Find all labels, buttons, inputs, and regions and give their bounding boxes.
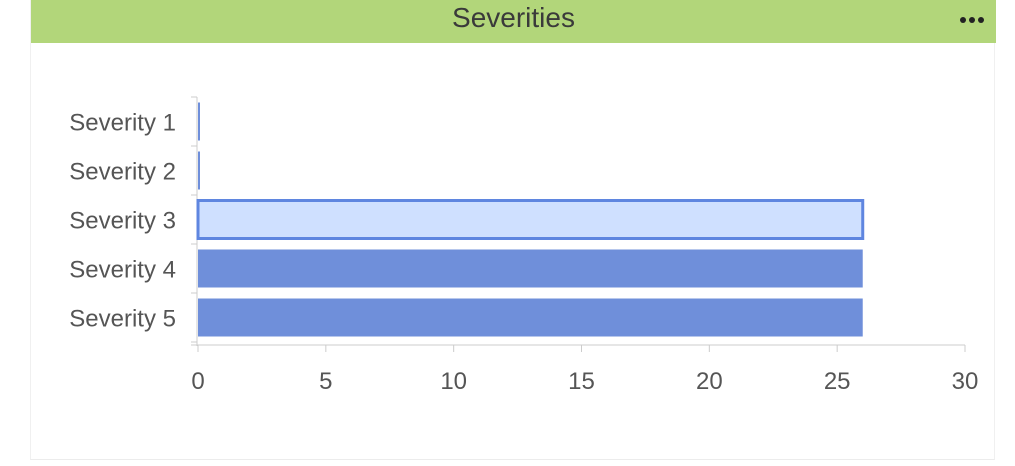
bar-severity-3[interactable] bbox=[196, 199, 865, 240]
bar-severity-1[interactable] bbox=[198, 102, 200, 141]
menu-dot bbox=[978, 17, 984, 23]
bar-severity-2[interactable] bbox=[198, 151, 200, 190]
category-label: Severity 5 bbox=[69, 306, 176, 333]
category-label: Severity 3 bbox=[69, 208, 176, 235]
menu-dot bbox=[969, 17, 975, 23]
category-label: Severity 4 bbox=[69, 257, 176, 284]
x-tick-label: 25 bbox=[824, 368, 851, 395]
category-label: Severity 1 bbox=[69, 110, 176, 137]
menu-dot bbox=[960, 17, 966, 23]
more-options-icon[interactable] bbox=[956, 10, 988, 30]
widget-header: Severities bbox=[31, 0, 996, 43]
bar-severity-4[interactable] bbox=[198, 249, 863, 288]
category-label: Severity 2 bbox=[69, 159, 176, 186]
widget-title: Severities bbox=[452, 2, 575, 33]
x-tick-label: 10 bbox=[440, 368, 467, 395]
bar-severity-5[interactable] bbox=[198, 298, 863, 337]
x-tick-label: 5 bbox=[319, 368, 332, 395]
x-tick-label: 0 bbox=[191, 368, 204, 395]
x-tick-label: 30 bbox=[952, 368, 979, 395]
x-tick-label: 20 bbox=[696, 368, 723, 395]
x-tick-label: 15 bbox=[568, 368, 595, 395]
